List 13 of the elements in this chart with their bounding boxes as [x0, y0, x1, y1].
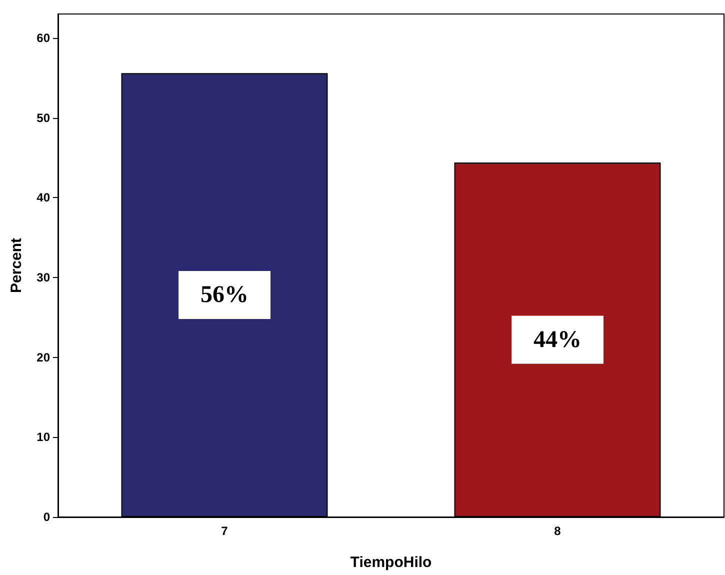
x-tick-label: 8	[554, 524, 562, 538]
data-label: 44%	[534, 326, 582, 353]
x-axis-title: TiempoHilo	[350, 554, 432, 571]
y-axis-title: Percent	[8, 238, 25, 294]
y-tick-label: 20	[36, 350, 50, 364]
y-tick-label: 40	[36, 190, 50, 205]
y-tick-label: 30	[36, 270, 50, 284]
y-tick-label: 50	[36, 110, 50, 125]
data-label: 56%	[200, 282, 248, 308]
x-tick-label: 7	[221, 524, 228, 538]
y-tick-label: 0	[43, 510, 50, 524]
y-tick-label: 10	[36, 430, 50, 444]
y-tick-label: 60	[36, 30, 50, 45]
